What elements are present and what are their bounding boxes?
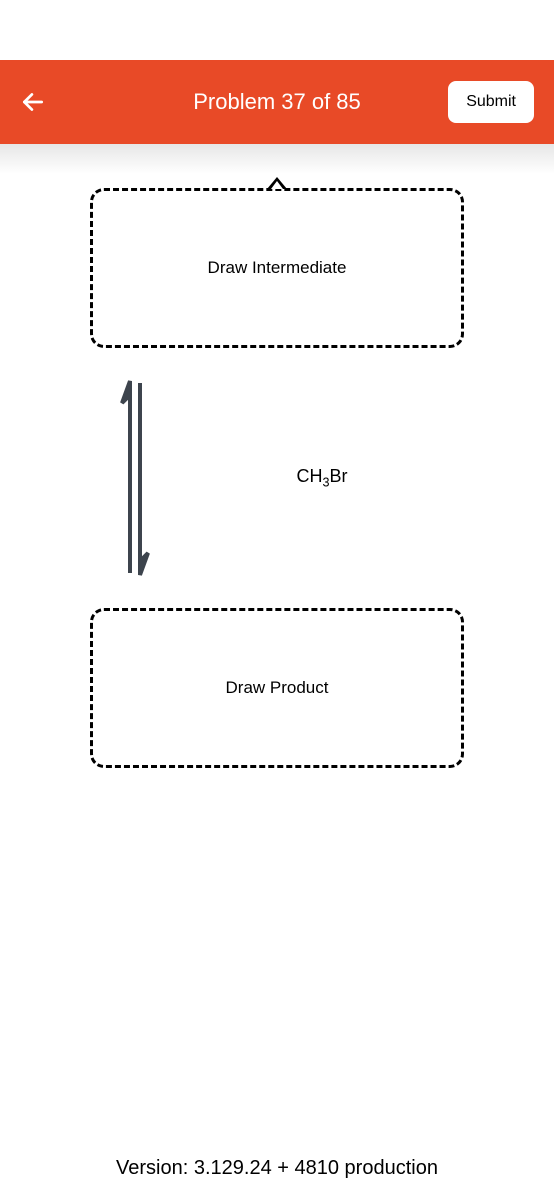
- reagent-label: CH3Br: [180, 466, 464, 490]
- version-text: Version: 3.129.24 + 4810 production: [0, 1157, 554, 1180]
- draw-intermediate-box[interactable]: Draw Intermediate: [90, 188, 464, 348]
- draw-product-label: Draw Product: [226, 678, 329, 698]
- caret-up-icon: [267, 177, 287, 189]
- problem-content: Draw Intermediate CH3Br Draw Product: [0, 188, 554, 768]
- app-header: Problem 37 of 85 Submit: [0, 60, 554, 144]
- back-arrow-icon[interactable]: [20, 89, 60, 115]
- header-shadow: [0, 144, 554, 174]
- submit-button[interactable]: Submit: [448, 81, 534, 123]
- draw-product-box[interactable]: Draw Product: [90, 608, 464, 768]
- page-title: Problem 37 of 85: [193, 89, 361, 115]
- reaction-row: CH3Br: [90, 358, 464, 598]
- equilibrium-arrow-icon: [90, 373, 180, 583]
- draw-intermediate-label: Draw Intermediate: [208, 258, 347, 278]
